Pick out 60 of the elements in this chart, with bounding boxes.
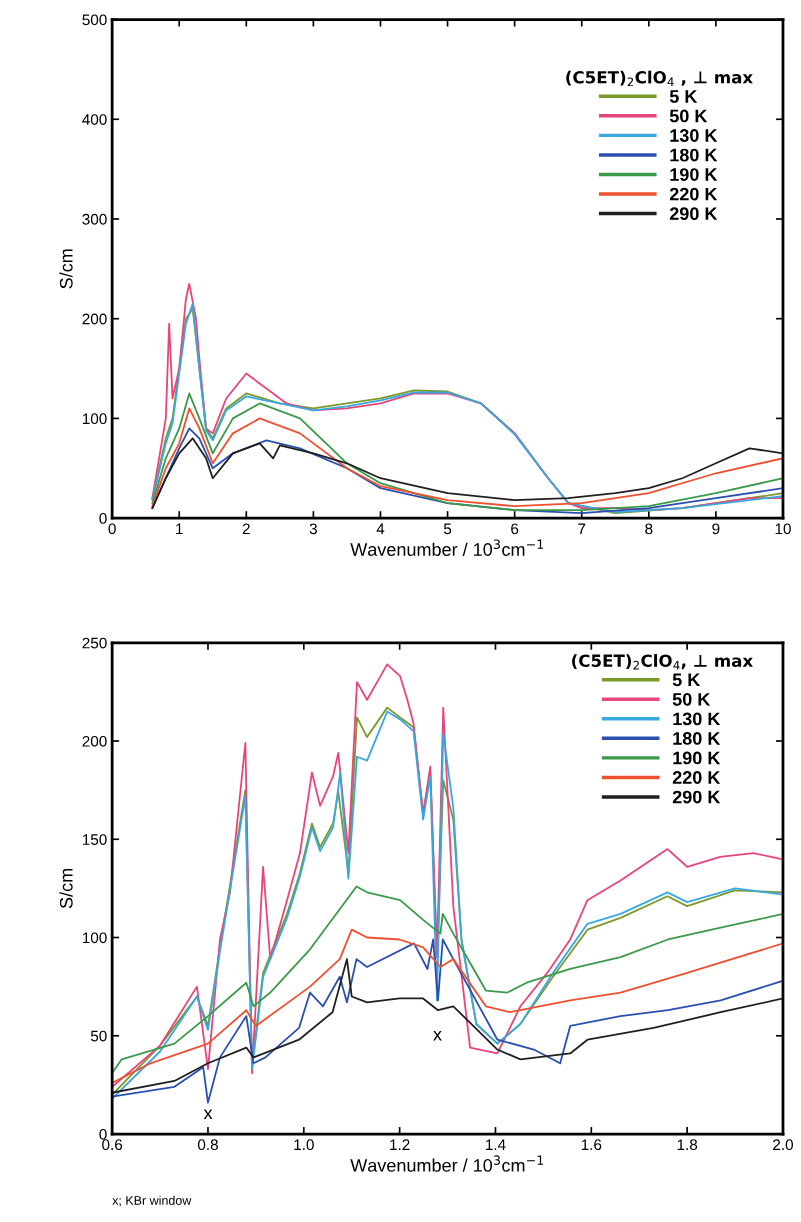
legend-title: (C5ET)$_{2}$ClO$_{4}$ , ⊥ max bbox=[566, 70, 753, 87]
x-tick-label: 1 bbox=[176, 523, 183, 535]
x-tick-label: 1.8 bbox=[677, 1139, 698, 1151]
x-tick-label: 4 bbox=[376, 523, 385, 535]
legend-label: 5 K bbox=[669, 90, 698, 103]
line-series bbox=[112, 958, 783, 1094]
y-tick-label: 0 bbox=[99, 1128, 107, 1140]
x-tick-label: 8 bbox=[645, 523, 653, 535]
line-series bbox=[112, 938, 783, 1104]
legend-label: 130 K bbox=[670, 129, 718, 142]
annotation: x bbox=[203, 1109, 213, 1120]
y-tick-label: 250 bbox=[82, 637, 107, 649]
x-tick-label: 1.2 bbox=[390, 1139, 410, 1150]
x-tick-label: 0.8 bbox=[197, 1139, 218, 1151]
line-series bbox=[151, 437, 783, 510]
y-tick-label: 500 bbox=[82, 14, 107, 26]
legend-label: 220 K bbox=[669, 187, 718, 201]
text: x; KBr window bbox=[112, 1195, 192, 1207]
y-tick-label: 300 bbox=[82, 213, 107, 225]
legend-label: 180 K bbox=[673, 732, 721, 745]
legend-label: 190 K bbox=[673, 751, 721, 765]
x-tick-label: 2.0 bbox=[773, 1139, 793, 1151]
line-series bbox=[151, 407, 783, 508]
x-axis-title: Wavenumber / 10$^{3}$cm$^{−1}$ bbox=[350, 539, 544, 556]
line-series bbox=[112, 928, 783, 1084]
annotation: x bbox=[433, 1030, 442, 1041]
x-tick-label: 0.6 bbox=[102, 1139, 123, 1151]
y-tick-label: 150 bbox=[82, 834, 107, 845]
x-tick-label: 7 bbox=[578, 523, 586, 535]
x-tick-label: 1.0 bbox=[294, 1139, 314, 1151]
y-tick-label: 200 bbox=[82, 313, 107, 325]
legend-label: 180 K bbox=[670, 148, 718, 162]
legend-label: 290 K bbox=[669, 207, 718, 221]
line-series bbox=[151, 392, 783, 512]
y-tick-label: 100 bbox=[82, 413, 107, 425]
x-tick-label: 5 bbox=[443, 523, 452, 535]
legend-label: 5 K bbox=[672, 673, 701, 687]
legend-label: 220 K bbox=[672, 771, 721, 784]
x-tick-label: 2 bbox=[242, 523, 250, 535]
x-axis-title: Wavenumber / 10$^{3}$cm$^{−1}$ bbox=[350, 1155, 544, 1172]
y-tick-label: 100 bbox=[82, 932, 107, 944]
legend-label: 50 K bbox=[672, 692, 711, 706]
y-tick-label: 400 bbox=[82, 114, 107, 125]
x-tick-label: 1.6 bbox=[581, 1139, 602, 1151]
y-axis-title: S/cm bbox=[59, 249, 73, 289]
y-tick-label: 200 bbox=[82, 735, 107, 747]
legend-label: 290 K bbox=[672, 790, 721, 804]
legend-title: (C5ET)$_{2}$ClO$_{4}$, ⊥ max bbox=[572, 654, 753, 670]
x-tick-label: 10 bbox=[775, 523, 791, 535]
legend-label: 130 K bbox=[673, 712, 721, 726]
x-tick-label: 0 bbox=[108, 523, 116, 535]
x-tick-label: 1.4 bbox=[486, 1139, 506, 1150]
x-tick-label: 6 bbox=[511, 523, 519, 535]
y-tick-label: 0 bbox=[99, 513, 107, 524]
legend-label: 50 K bbox=[669, 109, 708, 123]
y-tick-label: 50 bbox=[90, 1030, 107, 1042]
x-tick-label: 3 bbox=[309, 523, 317, 535]
legend-label: 190 K bbox=[670, 168, 718, 181]
y-axis-title: S/cm bbox=[59, 869, 73, 909]
x-tick-label: 9 bbox=[712, 523, 720, 535]
